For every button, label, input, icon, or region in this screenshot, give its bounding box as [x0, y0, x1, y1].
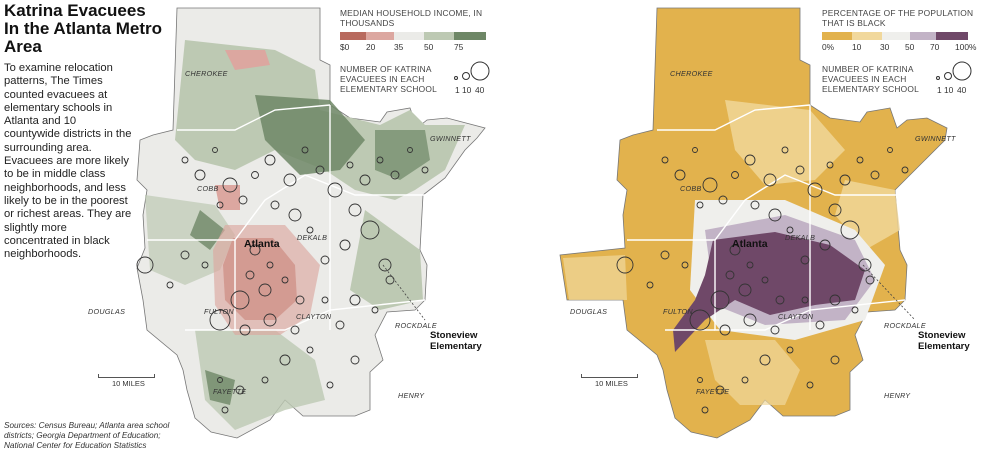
county-label-clayton: CLAYTON	[296, 312, 332, 321]
race-tick: 0%	[822, 42, 835, 52]
race-zone-light-north	[725, 100, 845, 185]
evacuee-legend-title: NUMBER OF KATRINA EVACUEES IN EACH ELEME…	[340, 64, 437, 94]
county-label-fayette: FAYETTE	[213, 387, 247, 396]
city-label-atlanta-right: Atlanta	[732, 238, 768, 250]
headline: Katrina Evacuees In the Atlanta Metro Ar…	[4, 1, 163, 56]
race-legend-title: PERCENTAGE OF THE POPULATION THAT IS BLA…	[822, 8, 974, 28]
county-label-rockdale: ROCKDALE	[395, 321, 437, 330]
evacuee-tick: 10	[462, 85, 472, 95]
county-label-douglas: DOUGLAS	[88, 307, 126, 316]
stoneview-callout: Stoneview Elementary	[430, 330, 482, 352]
evacuee-tick-right: 40	[957, 85, 967, 95]
income-zone-wealthy-south	[205, 370, 235, 405]
evacuee-circles-right	[616, 146, 909, 414]
evacuee-tick: 40	[475, 85, 485, 95]
race-legend-swatch-0	[822, 32, 852, 40]
income-tick: 20	[366, 42, 376, 52]
income-zone-low-ring	[213, 225, 320, 335]
income-tick: 50	[424, 42, 434, 52]
income-legend-swatch-2	[394, 32, 424, 40]
income-zone-wealthy-ne	[375, 130, 430, 180]
county-label-gwinnett: GWINNETT	[430, 134, 471, 143]
stoneview-callout-right: Stoneview Elementary	[918, 330, 970, 352]
race-zone-majority-black	[673, 232, 865, 352]
evacuee-tick: 1	[455, 85, 460, 95]
scale-label: 10 MILES	[112, 379, 145, 388]
scale-bar-right	[581, 374, 638, 378]
county-label-henry: HENRY	[398, 391, 425, 400]
income-tick: 35	[394, 42, 404, 52]
race-tick: 100%	[955, 42, 977, 52]
county-label-cobb-right: COBB	[680, 184, 702, 193]
income-legend-swatch-1	[366, 32, 394, 40]
city-label-atlanta: Atlanta	[244, 238, 280, 250]
county-label-cherokee: CHEROKEE	[185, 69, 228, 78]
evacuee-circles	[136, 146, 429, 414]
intro-text: To examine relocation patterns, The Time…	[4, 62, 132, 261]
race-legend-swatch-2	[882, 32, 910, 40]
scale-bar	[98, 374, 155, 378]
county-label-rockdale-right: ROCKDALE	[884, 321, 926, 330]
county-label-henry-right: HENRY	[884, 391, 911, 400]
race-zone-light-south	[705, 340, 800, 405]
black-population-map	[559, 7, 948, 439]
evacuee-tick-right: 1	[937, 85, 942, 95]
income-legend-title: MEDIAN HOUSEHOLD INCOME, IN THOUSANDS	[340, 8, 483, 28]
race-tick: 10	[852, 42, 862, 52]
race-tick: 30	[880, 42, 890, 52]
income-legend-swatch-0	[340, 32, 366, 40]
scale-label-right: 10 MILES	[595, 379, 628, 388]
county-label-clayton-right: CLAYTON	[778, 312, 814, 321]
race-zone-light-west	[563, 255, 627, 300]
county-label-douglas-right: DOUGLAS	[570, 307, 608, 316]
income-tick: 75	[454, 42, 464, 52]
income-tick: $0	[340, 42, 350, 52]
income-legend-swatch-3	[424, 32, 454, 40]
income-zone-low-north	[225, 50, 270, 70]
income-legend-swatch-4	[454, 32, 486, 40]
income-map	[136, 7, 486, 439]
race-legend-swatch-1	[852, 32, 882, 40]
income-zone-south	[195, 330, 325, 430]
county-label-cherokee-right: CHEROKEE	[670, 69, 713, 78]
county-label-dekalb-right: DEKALB	[785, 233, 816, 242]
race-legend-swatch-4	[936, 32, 968, 40]
county-label-gwinnett-right: GWINNETT	[915, 134, 956, 143]
income-zone-wealthy-north	[255, 95, 365, 175]
county-label-fulton: FULTON	[204, 307, 234, 316]
race-legend-swatch-3	[910, 32, 936, 40]
income-zone-east	[350, 210, 423, 310]
county-label-fayette-right: FAYETTE	[696, 387, 730, 396]
county-label-dekalb: DEKALB	[297, 233, 328, 242]
sources-note: Sources: Census Bureau; Atlanta area sch…	[4, 421, 170, 450]
race-tick: 70	[930, 42, 940, 52]
county-label-fulton-right: FULTON	[663, 307, 693, 316]
evacuee-size-legend	[454, 61, 490, 81]
evacuee-tick-right: 10	[944, 85, 954, 95]
evacuee-legend-title-right: NUMBER OF KATRINA EVACUEES IN EACH ELEME…	[822, 64, 919, 94]
county-label-cobb: COBB	[197, 184, 219, 193]
evacuee-size-legend-right	[936, 61, 972, 81]
race-tick: 50	[905, 42, 915, 52]
